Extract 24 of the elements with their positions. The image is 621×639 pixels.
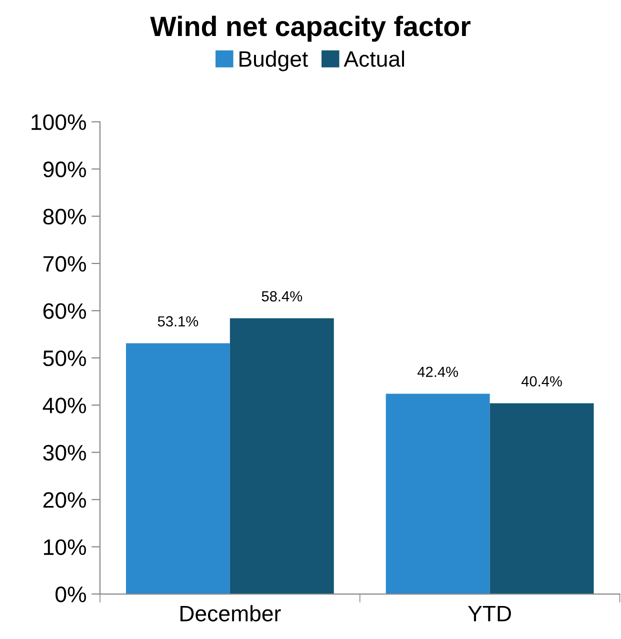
data-label: 53.1% xyxy=(158,316,198,326)
y-tick-label: 30% xyxy=(43,444,86,461)
y-tick-label: 10% xyxy=(44,539,86,556)
y-tick-label: 90% xyxy=(43,162,86,178)
x-tick-label: YTD xyxy=(468,606,511,622)
chart-title: Wind net capacity factor xyxy=(150,16,470,42)
data-label: 58.4% xyxy=(262,291,302,302)
y-tick-label: 80% xyxy=(43,208,86,225)
bar xyxy=(230,318,334,594)
y-tick-label: 40% xyxy=(42,398,86,414)
bar xyxy=(386,394,490,594)
y-tick-label: 20% xyxy=(43,492,86,508)
bar xyxy=(490,403,594,594)
legend-label: Budget xyxy=(240,50,308,72)
y-tick-label: 60% xyxy=(43,303,86,319)
bar xyxy=(126,343,230,594)
x-tick-label: December xyxy=(180,605,281,622)
data-label: 40.4% xyxy=(521,376,562,386)
data-label: 42.4% xyxy=(417,366,458,377)
legend-label: Actual xyxy=(344,50,404,67)
y-tick-label: 0% xyxy=(56,586,86,602)
y-tick-label: 70% xyxy=(43,256,86,272)
y-tick-label: 100% xyxy=(32,114,86,130)
y-tick-label: 50% xyxy=(43,350,86,366)
